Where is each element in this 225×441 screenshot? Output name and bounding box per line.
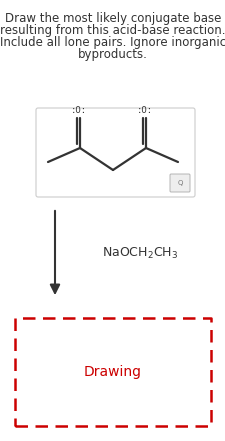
FancyBboxPatch shape	[169, 174, 189, 192]
Text: NaOCH$_2$CH$_3$: NaOCH$_2$CH$_3$	[101, 246, 177, 261]
Text: Draw the most likely conjugate base: Draw the most likely conjugate base	[5, 12, 220, 25]
Text: :O:: :O:	[136, 106, 152, 115]
Text: Drawing: Drawing	[84, 365, 141, 379]
Text: byproducts.: byproducts.	[78, 48, 147, 61]
Text: Include all lone pairs. Ignore inorganic: Include all lone pairs. Ignore inorganic	[0, 36, 225, 49]
FancyBboxPatch shape	[36, 108, 194, 197]
Text: :O:: :O:	[71, 106, 87, 115]
Text: resulting from this acid-base reaction.: resulting from this acid-base reaction.	[0, 24, 225, 37]
Text: Q: Q	[177, 180, 182, 186]
Bar	[15, 318, 210, 426]
